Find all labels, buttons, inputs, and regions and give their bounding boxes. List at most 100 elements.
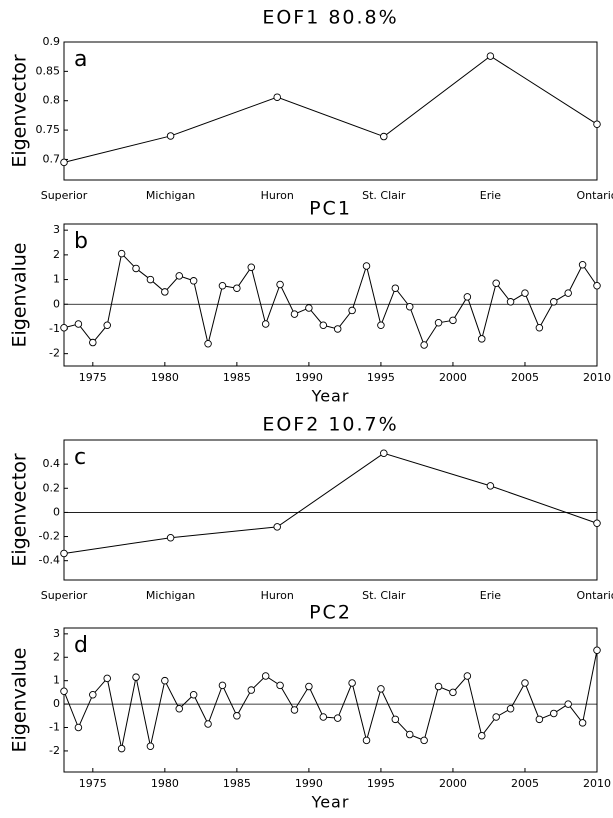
y-tick-label: -1	[49, 322, 60, 335]
point-marker	[89, 690, 97, 699]
y-tick-label: -2	[49, 347, 60, 360]
point-marker	[377, 321, 385, 330]
point-marker	[60, 549, 68, 558]
point-marker	[535, 715, 544, 724]
point-marker	[218, 681, 227, 690]
point-marker	[405, 730, 414, 739]
x-tick-label: 1990	[295, 371, 323, 384]
point-marker	[550, 709, 558, 718]
point-marker	[593, 519, 601, 528]
x-tick-label: 2010	[583, 777, 611, 790]
point-marker	[132, 264, 140, 273]
point-marker	[218, 281, 227, 290]
x-tick-label: 2005	[511, 777, 539, 790]
panel-title: PC2	[309, 602, 352, 624]
point-marker	[405, 302, 414, 311]
y-tick-label: 0	[53, 697, 60, 710]
panel-letter: c	[74, 445, 86, 470]
point-marker	[60, 323, 68, 332]
point-marker	[74, 723, 83, 732]
x-tick-label: St. Clair	[362, 589, 406, 602]
point-marker	[276, 681, 284, 690]
y-tick-label: 1	[53, 273, 60, 286]
point-marker	[492, 713, 500, 721]
panel-letter: d	[74, 633, 88, 658]
x-tick-label: 1985	[223, 371, 251, 384]
point-marker	[247, 686, 256, 694]
y-axis-label: Eigenvalue	[9, 243, 31, 348]
point-marker	[290, 706, 299, 714]
x-tick-label: Huron	[261, 189, 294, 202]
y-tick-label: 3	[53, 627, 60, 640]
point-marker	[486, 482, 495, 490]
point-marker	[146, 742, 155, 750]
point-marker	[89, 338, 97, 347]
point-marker	[463, 672, 472, 680]
point-marker	[362, 736, 371, 745]
point-marker	[463, 293, 472, 301]
point-marker	[420, 736, 428, 745]
y-axis-label: Eigenvector	[9, 453, 31, 567]
x-tick-label: Ontario	[577, 589, 613, 602]
y-tick-label: 1	[53, 674, 60, 687]
point-marker	[521, 679, 529, 687]
point-marker	[60, 687, 68, 695]
point-marker	[247, 263, 256, 271]
y-axis-label: Eigenvalue	[9, 648, 31, 753]
x-tick-label: Michigan	[146, 189, 195, 202]
point-marker	[161, 288, 169, 296]
point-marker	[420, 341, 428, 349]
point-marker	[273, 93, 281, 101]
x-tick-label: Superior	[41, 189, 88, 202]
point-marker	[333, 714, 342, 722]
point-marker	[132, 673, 140, 681]
series-line	[63, 452, 598, 554]
x-tick-label: Erie	[480, 189, 502, 202]
plot-frame	[63, 627, 598, 773]
x-tick-label: Huron	[261, 589, 294, 602]
x-tick-label: 1995	[367, 777, 395, 790]
x-tick-label: Superior	[41, 589, 88, 602]
point-marker	[564, 289, 572, 297]
point-marker	[273, 523, 281, 531]
point-marker	[506, 298, 515, 306]
point-marker	[449, 688, 457, 697]
y-tick-label: 0.75	[36, 123, 61, 136]
panel-title: EOF1 80.8%	[262, 7, 398, 29]
x-tick-label: Michigan	[146, 589, 195, 602]
y-tick-label: 0.85	[36, 64, 61, 77]
point-marker	[380, 449, 388, 458]
point-marker	[204, 340, 212, 348]
plot-frame	[63, 439, 598, 581]
point-marker	[189, 690, 198, 699]
x-tick-label: 2010	[583, 371, 611, 384]
point-marker	[434, 319, 443, 327]
point-marker	[161, 676, 169, 685]
point-marker	[593, 646, 601, 654]
point-marker	[261, 320, 270, 328]
point-marker	[103, 321, 111, 330]
x-tick-label: 1980	[151, 777, 179, 790]
y-tick-label: -1	[49, 721, 60, 734]
y-tick-label: 0	[53, 297, 60, 310]
plot-frame	[63, 41, 598, 181]
x-tick-label: 2000	[439, 777, 467, 790]
point-marker	[305, 682, 313, 691]
x-tick-label: 1975	[79, 371, 107, 384]
panel-title: EOF2 10.7%	[262, 414, 398, 436]
point-marker	[535, 323, 544, 332]
point-marker	[233, 712, 241, 720]
x-tick-label: 1985	[223, 777, 251, 790]
point-marker	[276, 280, 284, 289]
y-tick-label: 0	[53, 505, 60, 518]
point-marker	[593, 281, 601, 290]
point-marker	[391, 715, 400, 724]
point-marker	[377, 685, 385, 693]
point-marker	[521, 289, 529, 297]
x-tick-label: Ontario	[577, 189, 613, 202]
point-marker	[578, 260, 587, 269]
x-tick-label: 2005	[511, 371, 539, 384]
x-tick-label: St. Clair	[362, 189, 406, 202]
point-marker	[578, 719, 587, 727]
